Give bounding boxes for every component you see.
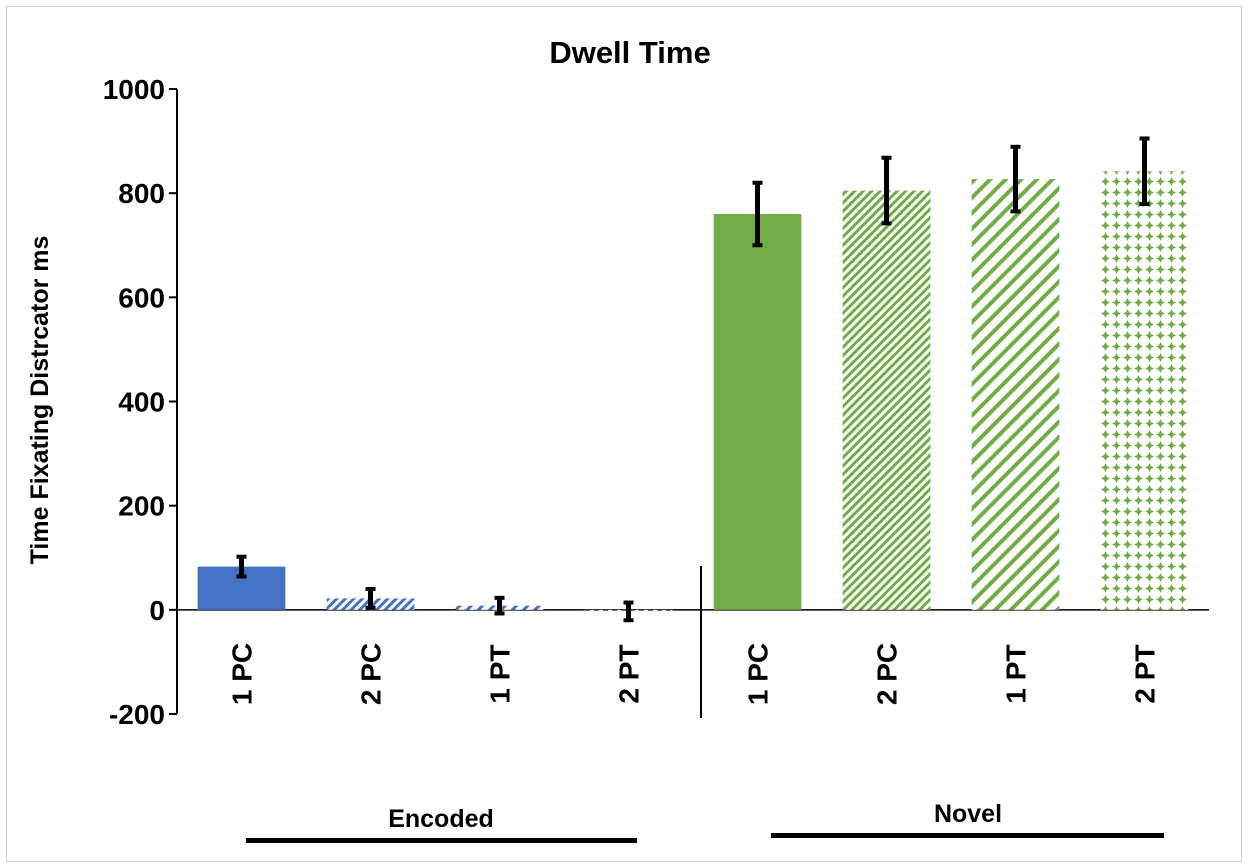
y-tick-label: 200 xyxy=(118,491,165,522)
y-axis-label: Time Fixating Distrcator ms xyxy=(26,236,54,565)
bar-novel-1-pt xyxy=(971,179,1060,610)
y-tick-label: 600 xyxy=(118,282,165,313)
x-tick-label: 2 PT xyxy=(1130,644,1161,703)
x-tick-label: 2 PC xyxy=(356,643,387,705)
x-tick-label: 1 PT xyxy=(1001,644,1032,703)
x-axis-labels: 1 PC 2 PC 1 PT 2 PT 1 PC 2 PC 1 PT 2 PT xyxy=(227,643,1161,705)
y-tick-label: 400 xyxy=(118,387,165,418)
group-underline-encoded xyxy=(246,838,637,843)
bar-novel-1-pc xyxy=(713,214,802,610)
group-label-novel: Novel xyxy=(934,800,1002,828)
y-tick-label: 0 xyxy=(149,595,165,626)
y-tick-label: 1000 xyxy=(103,74,165,105)
bar-novel-2-pc xyxy=(842,190,931,610)
x-tick-label: 2 PT xyxy=(614,644,645,703)
group-underline-novel xyxy=(771,833,1164,838)
x-tick-label: 2 PC xyxy=(872,643,903,705)
bars-layer xyxy=(197,136,1189,623)
bar-novel-2-pt xyxy=(1100,171,1189,610)
group-label-encoded: Encoded xyxy=(388,805,494,833)
x-tick-label: 1 PT xyxy=(485,644,516,703)
y-tick-label: -200 xyxy=(109,699,165,730)
y-tick-label: 800 xyxy=(118,178,165,209)
x-tick-label: 1 PC xyxy=(743,643,774,705)
y-axis: -200 0 200 400 600 800 1000 xyxy=(103,74,1209,730)
x-tick-label: 1 PC xyxy=(227,643,258,705)
chart-title: Dwell Time xyxy=(549,35,710,70)
